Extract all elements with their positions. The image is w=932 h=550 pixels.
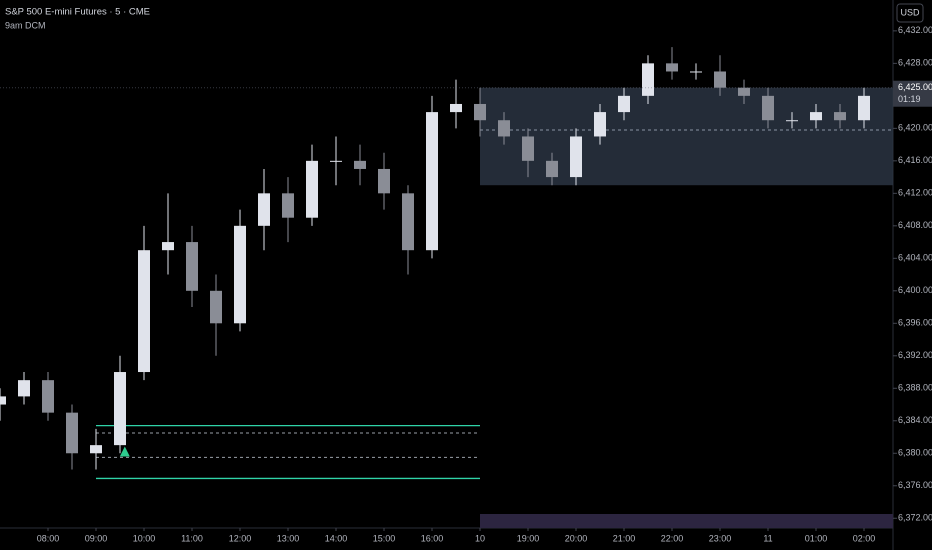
chart-title: S&P 500 E-mini Futures · 5 · CME [5,7,150,18]
candle-body [66,412,78,454]
y-tick-label: 6,428.00 [898,58,932,68]
candle-body [234,225,246,324]
candle-body [738,87,750,96]
y-tick-label: 6,412.00 [898,188,932,198]
y-tick-label: 6,432.00 [898,25,932,35]
candle-body [426,112,438,251]
candle-body [450,103,462,113]
x-tick-label: 20:00 [565,533,588,543]
x-tick-label: 14:00 [325,533,348,543]
y-tick-label: 6,408.00 [898,220,932,230]
candle-body [618,95,630,113]
candle-body [186,242,198,291]
candle-body [18,380,30,397]
candle-body [258,193,270,226]
candle-body [786,120,798,122]
candle-body [90,445,102,454]
y-tick-label: 6,376.00 [898,480,932,490]
candle-body [690,71,702,73]
last-price-label: 6,425.00 [898,82,932,92]
signal-arrow [119,446,130,457]
candle-body [714,71,726,88]
x-tick-label: 22:00 [661,533,684,543]
currency[interactable]: USD [900,7,920,17]
x-tick-label: 09:00 [85,533,108,543]
x-tick-label: 10:00 [133,533,156,543]
session-bar [480,514,893,528]
candle-body [666,63,678,72]
indicator-name: 9am DCM [5,20,46,30]
candle-body [210,290,222,324]
candle-body [402,193,414,251]
x-tick-label: 15:00 [373,533,396,543]
x-tick-label: 01:00 [805,533,828,543]
y-tick-label: 6,416.00 [898,155,932,165]
candle-body [282,193,294,218]
x-tick-label: 19:00 [517,533,540,543]
x-tick-label: 21:00 [613,533,636,543]
candle-body [546,160,558,178]
candle-body [834,112,846,121]
x-tick-label: 11:00 [181,533,203,543]
candle-body [762,95,774,121]
x-tick-label: 12:00 [229,533,252,543]
x-tick-label: 23:00 [709,533,732,543]
countdown: 01:19 [898,94,921,104]
candle-body [474,103,486,121]
y-tick-label: 6,396.00 [898,318,932,328]
candle-body [42,380,54,413]
y-tick-label: 6,388.00 [898,383,932,393]
candle-body [594,112,606,137]
y-tick-label: 6,384.00 [898,415,932,425]
candle-body [114,372,126,446]
currency-button[interactable] [896,3,924,23]
x-tick-label: 08:00 [37,533,60,543]
candle-body [498,120,510,137]
candle-body [570,136,582,178]
y-tick-label: 6,420.00 [898,123,932,133]
y-tick-label: 6,392.00 [898,350,932,360]
x-tick-label: 13:00 [277,533,300,543]
candle-body [306,160,318,218]
y-tick-label: 6,400.00 [898,285,932,295]
y-tick-label: 6,380.00 [898,448,932,458]
candle-body [138,250,150,373]
x-tick-label: 02:00 [853,533,876,543]
x-tick-label: 10 [475,533,485,543]
last-price-tag [893,80,932,107]
session-range [480,87,893,186]
candle-body [810,112,822,121]
candle-body [858,95,870,121]
x-tick-label: 16:00 [421,533,444,543]
x-tick-label: 11 [763,533,772,543]
candle-body [330,160,342,162]
y-tick-label: 6,404.00 [898,253,932,263]
candle-body [0,396,6,405]
candle-body [522,136,534,161]
candle-body [162,242,174,251]
candle-body [378,168,390,194]
y-tick-label: 6,372.00 [898,513,932,523]
candle-body [354,160,366,169]
candle-body [642,63,654,96]
